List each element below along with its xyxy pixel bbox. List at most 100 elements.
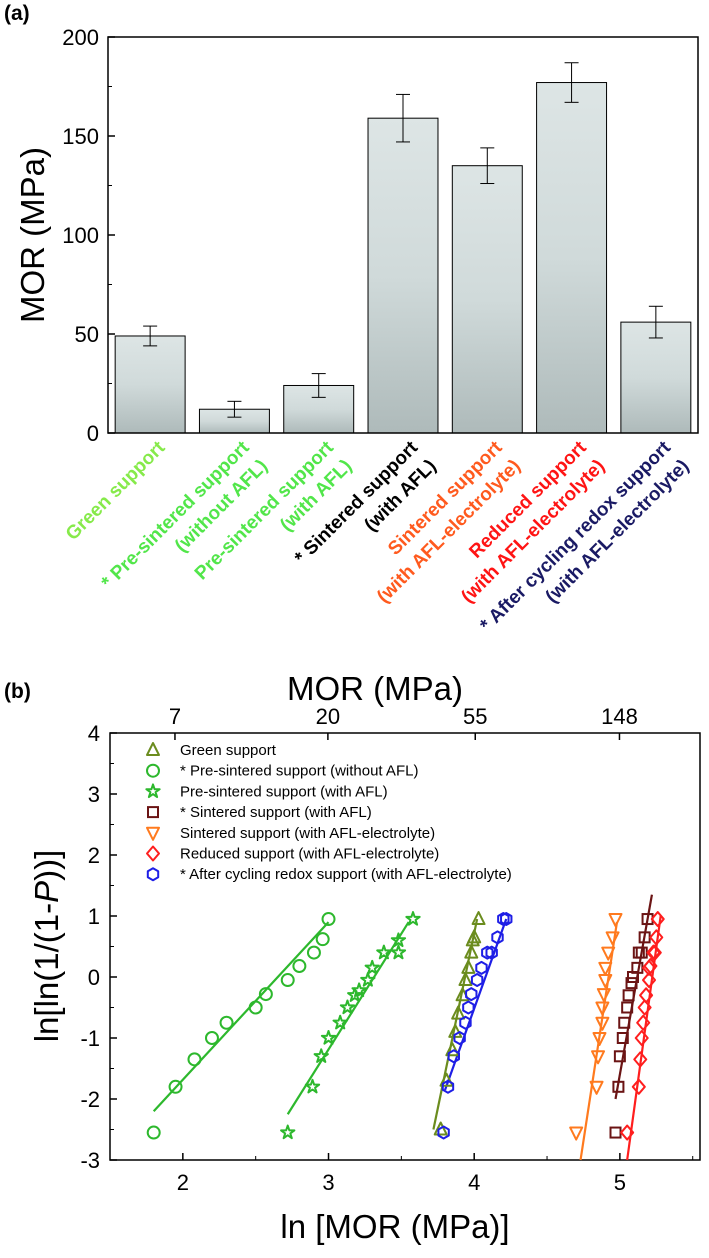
y-tick-label-3: 3	[88, 782, 100, 807]
data-point-series-2	[351, 982, 367, 998]
data-point-series-2	[339, 999, 356, 1015]
data-point-series-3	[616, 1032, 629, 1044]
data-point-series-1	[187, 1052, 202, 1067]
x-tick-label-2: 2	[177, 1170, 189, 1195]
data-point-series-5	[637, 999, 652, 1016]
error-bar-group	[143, 62, 663, 418]
data-point-series-1	[292, 959, 307, 974]
data-point-series-5	[639, 987, 654, 1004]
x-tick-label-3: 3	[322, 1170, 334, 1195]
data-point-series-2	[405, 911, 421, 926]
bar-5	[536, 82, 608, 434]
y-tick-label-2: 2	[88, 843, 100, 868]
top-x-tick-label-55: 55	[463, 704, 487, 729]
y-tick-label--1: -1	[80, 1026, 100, 1051]
data-point-series-0	[461, 959, 476, 974]
data-point-series-6	[491, 930, 504, 945]
y-tick-label-1: 1	[88, 904, 100, 929]
data-point-series-3	[622, 989, 635, 1002]
data-point-series-5	[646, 944, 661, 961]
data-point-series-4	[596, 988, 611, 1003]
legend-marker-4	[146, 826, 160, 841]
y-axis-title-b-text: ln[ln(1/(1-P))]	[28, 850, 65, 1043]
data-point-series-6	[459, 1015, 472, 1030]
legend-label-1: * Pre-sintered support (without AFL)	[180, 763, 418, 780]
data-point-series-6	[485, 945, 498, 960]
data-point-series-3	[609, 1126, 622, 1139]
data-point-series-5	[636, 1014, 651, 1031]
y-axis-ticks-a: 0 50 100 150 200	[62, 25, 115, 446]
y-axis-title-a: MOR (MPa)	[14, 147, 51, 323]
panel-a-label: (a)	[4, 2, 30, 25]
data-points	[146, 911, 665, 1141]
data-point-series-4	[589, 1080, 604, 1095]
legend-label-0: Green support	[180, 742, 277, 759]
y-title-part: ))]	[28, 850, 65, 881]
y-tick-label--3: -3	[80, 1148, 100, 1173]
data-point-series-0	[471, 911, 486, 926]
data-point-series-4	[595, 1016, 610, 1031]
data-point-series-1	[321, 912, 336, 927]
y-title-part: ln[ln(1/(1-	[28, 903, 65, 1042]
data-point-series-6	[500, 912, 513, 927]
data-point-series-5	[647, 944, 662, 961]
data-point-series-1	[248, 1000, 263, 1015]
data-point-series-4	[601, 946, 616, 961]
y-tick-label-50: 50	[75, 322, 99, 347]
data-point-series-3	[625, 977, 638, 990]
data-point-series-5	[620, 1124, 635, 1141]
legend-marker-0	[146, 742, 160, 756]
y-tick-label-0: 0	[88, 965, 100, 990]
y-tick-label-100: 100	[62, 223, 99, 248]
data-point-series-3	[618, 1016, 631, 1029]
bar-4	[451, 165, 523, 434]
category-label-line: * Pre-sintered support	[98, 437, 254, 593]
data-point-series-0	[458, 972, 473, 987]
legend-marker-6	[146, 867, 160, 882]
data-point-series-1	[146, 1125, 161, 1140]
data-point-series-2	[364, 959, 380, 975]
y-tick-label-150: 150	[62, 124, 99, 149]
data-point-series-4	[595, 1001, 610, 1016]
category-label-line: (with AFL-electrolyte)	[542, 456, 694, 608]
legend-marker-2	[145, 783, 161, 799]
data-point-series-6	[462, 1000, 475, 1015]
top-x-tick-label-7: 7	[169, 704, 181, 729]
legend-marker-5	[146, 845, 160, 862]
data-point-series-2	[313, 1048, 329, 1063]
data-point-series-4	[608, 913, 623, 928]
legend-marker-3	[147, 806, 159, 819]
data-point-series-0	[445, 1042, 460, 1057]
y-tick-label-4: 4	[88, 721, 100, 746]
data-point-series-5	[631, 1078, 646, 1095]
data-point-series-6	[481, 945, 494, 960]
data-point-series-2	[376, 944, 392, 960]
data-point-series-0	[464, 944, 479, 959]
data-point-series-5	[642, 972, 657, 989]
legend: Green support * Pre-sintered support (wit…	[145, 742, 512, 883]
scatter-chart-panel-b: -3 -2 -1 0 1 2 3 4 2 3 4 5 7 20 55 148 Green support * P…	[28, 670, 701, 1245]
data-point-series-3	[613, 1050, 626, 1063]
fit-line-1	[152, 921, 330, 1112]
y-axis-title-b: ln[ln(1/(1-P))]	[28, 850, 65, 1043]
y-tick-label-0: 0	[87, 421, 99, 446]
data-point-series-4	[598, 961, 613, 976]
y-tick-label--2: -2	[80, 1087, 100, 1112]
data-point-series-4	[605, 931, 620, 946]
bar-0	[114, 335, 186, 434]
data-point-series-4	[592, 1032, 607, 1046]
data-point-series-5	[643, 958, 658, 975]
legend-marker-1	[146, 763, 160, 778]
bar-group	[114, 82, 692, 434]
x-tick-label-5: 5	[614, 1170, 626, 1195]
legend-label-5: Reduced support (with AFL-electrolyte)	[180, 846, 439, 863]
legend-label-2: Pre-sintered support (with AFL)	[180, 783, 388, 800]
panel-b-label: (b)	[4, 680, 31, 703]
bar-6	[620, 321, 692, 434]
data-point-series-5	[634, 1030, 649, 1046]
data-point-series-0	[451, 1005, 466, 1020]
data-point-series-5	[633, 1051, 648, 1068]
bar-chart-panel-a: 0 50 100 150 200 Green support* Pre-sintered…	[14, 25, 699, 636]
fit-line-4	[579, 921, 619, 1161]
